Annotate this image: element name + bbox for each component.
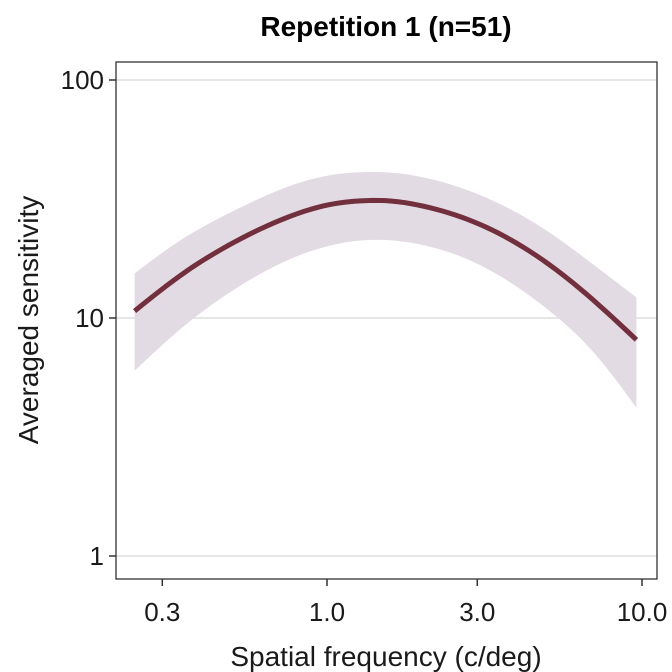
series-line-layer — [133, 197, 639, 342]
y-tick-label: 100 — [61, 65, 104, 95]
chart-title: Repetition 1 (n=51) — [260, 11, 511, 42]
y-tick-label: 1 — [90, 541, 104, 571]
y-axis-label: Averaged sensitivity — [13, 196, 44, 445]
plot-panel-border — [115, 61, 658, 580]
axis-ticks: 0.3 1.0 3.0 10.0 1 10 100 — [61, 65, 668, 627]
x-axis-label: Spatial frequency (c/deg) — [230, 641, 541, 672]
x-tick-label: 1.0 — [309, 597, 345, 627]
series-line — [133, 197, 639, 342]
x-tick-label: 0.3 — [144, 597, 180, 627]
x-tick-label: 10.0 — [617, 597, 668, 627]
x-tick-label: 3.0 — [459, 597, 495, 627]
y-tick-label: 10 — [75, 303, 104, 333]
